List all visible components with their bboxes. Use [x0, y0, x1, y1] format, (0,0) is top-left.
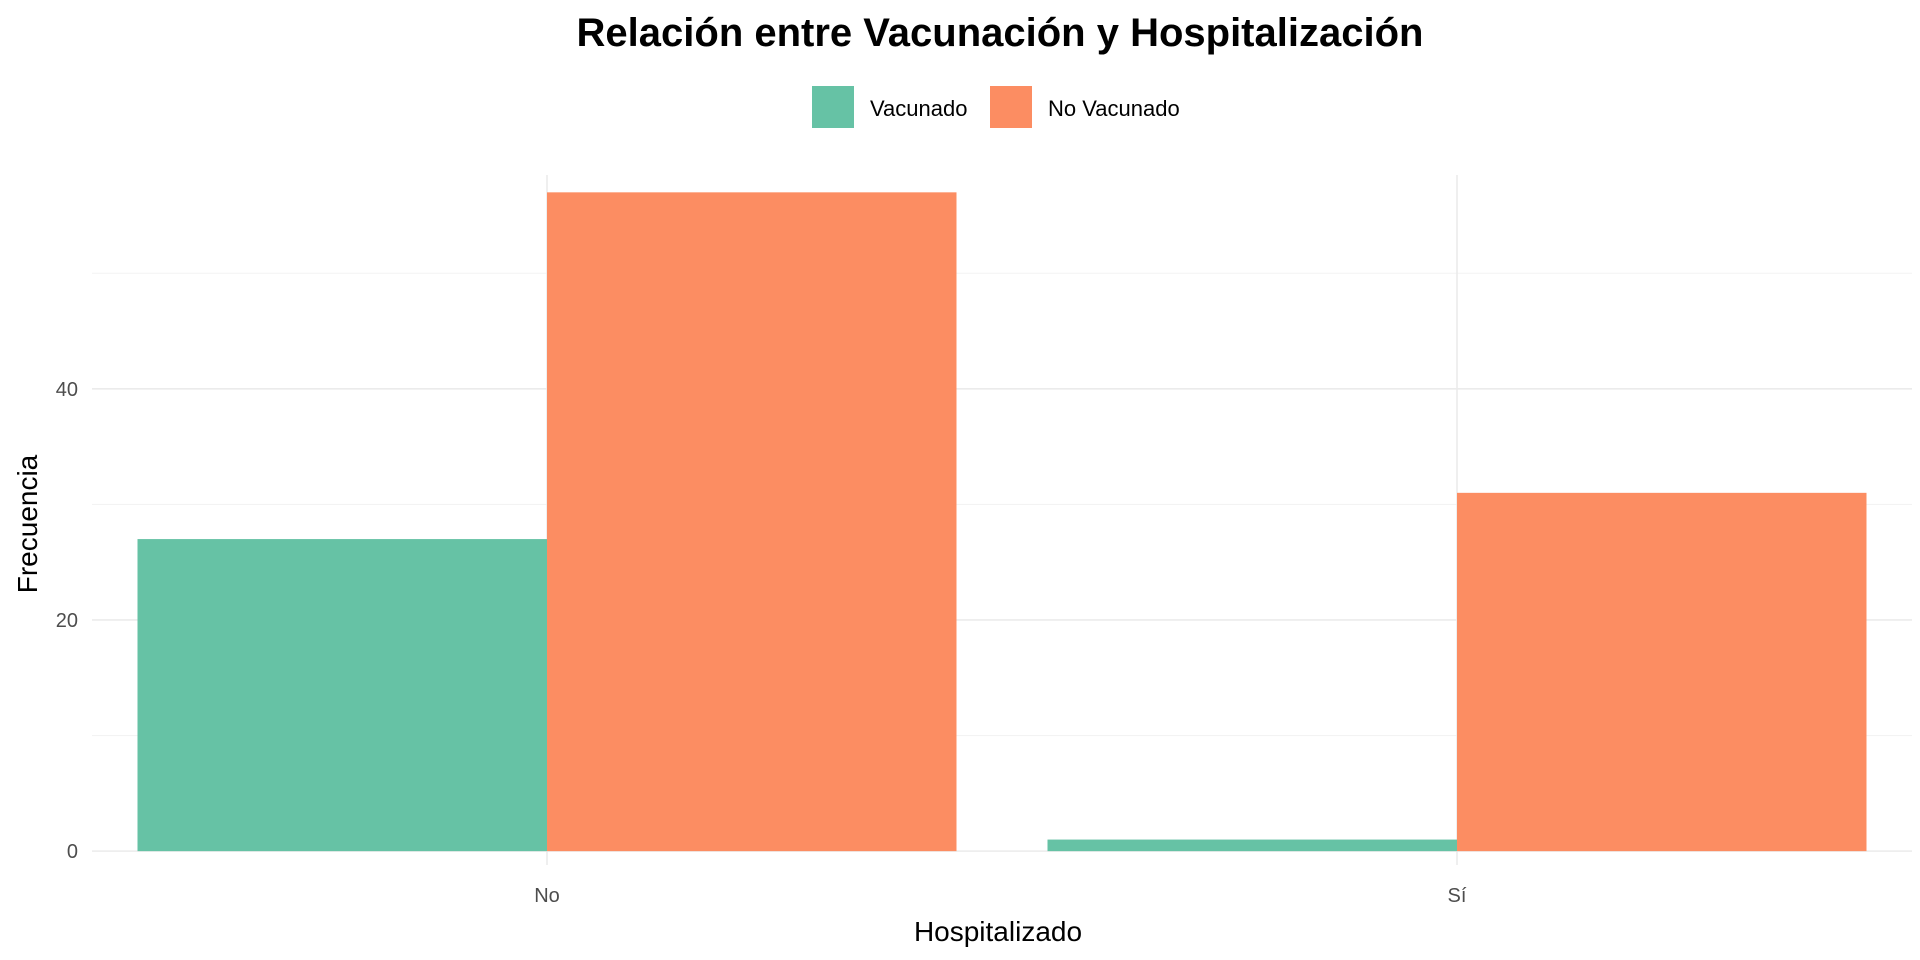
plot-panel: 0 20 40 No Sí	[56, 175, 1912, 907]
legend-label-vacunado: Vacunado	[870, 96, 967, 121]
legend-swatch-no-vacunado	[990, 86, 1032, 128]
bar-no-vacunado-no	[547, 192, 957, 852]
bars	[137, 192, 1867, 852]
bar-vacunado-no	[137, 539, 547, 852]
y-tick-labels: 0 20 40	[56, 379, 78, 863]
y-tick-label: 40	[56, 379, 78, 401]
bar-vacunado-sí	[1047, 839, 1457, 852]
y-tick-label: 20	[56, 610, 78, 632]
y-axis-title: Frecuencia	[12, 454, 43, 593]
chart-title: Relación entre Vacunación y Hospitalizac…	[577, 11, 1424, 55]
bar-no-vacunado-sí	[1457, 492, 1867, 852]
legend: Vacunado No Vacunado	[812, 86, 1180, 128]
x-tick-label: No	[534, 885, 560, 907]
x-axis-title: Hospitalizado	[914, 916, 1082, 947]
legend-label-no-vacunado: No Vacunado	[1048, 96, 1180, 121]
x-tick-label: Sí	[1448, 885, 1467, 907]
y-tick-label: 0	[67, 841, 78, 863]
legend-swatch-vacunado	[812, 86, 854, 128]
x-tick-labels: No Sí	[534, 885, 1467, 907]
